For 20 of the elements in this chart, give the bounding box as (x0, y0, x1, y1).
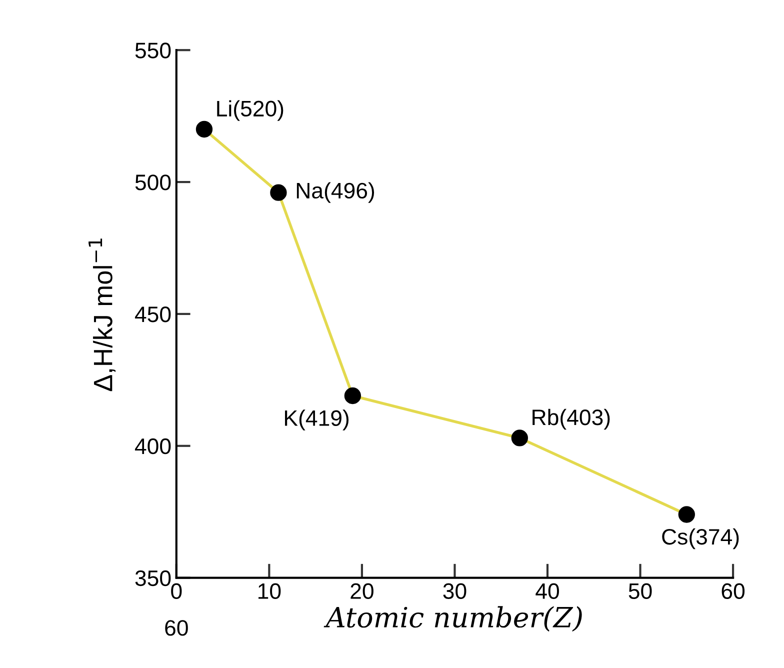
y-tick-label: 550 (135, 42, 171, 58)
y-tick-label: 500 (135, 174, 171, 190)
data-label: K(419) (285, 410, 349, 430)
y-axis-title: Δ,H/kJ mol$^{−1}$ (88, 238, 116, 392)
x-tick-label: 40 (536, 583, 559, 600)
data-label: Li(520) (217, 100, 284, 121)
x-tick-label: 30 (443, 583, 466, 600)
x-tick-label: 60 (722, 583, 745, 600)
x-axis-title: Atomic number(Z) (324, 606, 582, 632)
text: 60 (165, 620, 188, 636)
data-label: Cs(374) (662, 528, 739, 550)
y-tick-label: 450 (134, 306, 171, 322)
x-tick-label: 10 (258, 583, 281, 600)
x-tick-label: 50 (628, 583, 652, 600)
x-tick-label: 20 (350, 583, 374, 600)
data-label: Rb(403) (532, 408, 610, 430)
x-tick-label: 0 (171, 583, 182, 600)
y-tick-label: 400 (134, 438, 171, 454)
y-tick-label: 350 (135, 570, 171, 586)
data-label: Na(496) (296, 182, 374, 203)
